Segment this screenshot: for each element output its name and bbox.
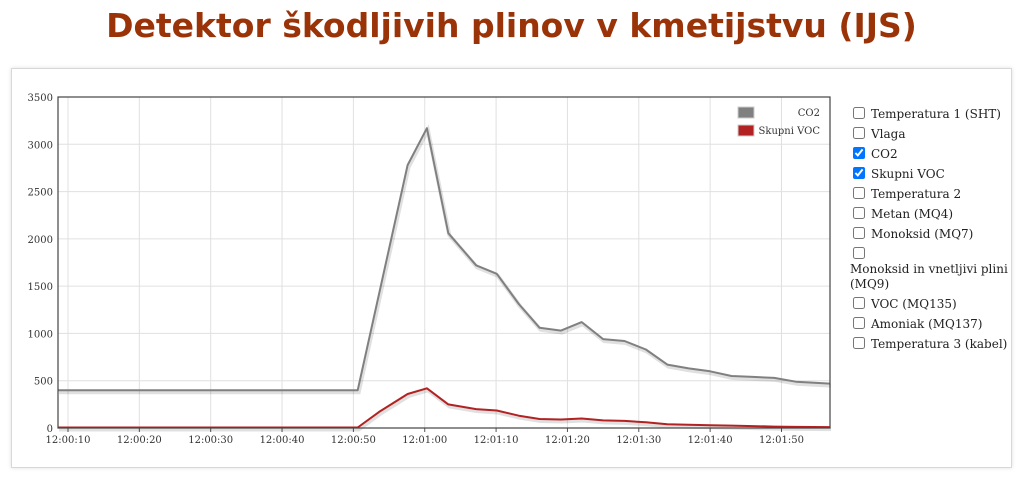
series-option-label: Temperatura 1 (SHT) (871, 107, 1001, 121)
series-option-label: Skupni VOC (871, 167, 945, 181)
x-tick-label: 12:00:20 (117, 435, 162, 446)
series-checkbox[interactable] (853, 167, 865, 179)
series-shadow (59, 124, 832, 395)
series-line-co2 (58, 127, 831, 392)
series-checkbox[interactable] (853, 317, 865, 329)
x-tick-label: 12:01:30 (616, 435, 661, 446)
series-option-monoksid[interactable]: Monoksid (MQ7) (850, 227, 1008, 242)
series-checkbox[interactable] (853, 147, 865, 159)
series-option-label: CO2 (871, 147, 898, 161)
series-shadow (59, 388, 832, 432)
series-option-label: Vlaga (871, 127, 906, 141)
series-option-voc-mq135[interactable]: VOC (MQ135) (850, 297, 1008, 312)
x-tick-label: 12:01:50 (759, 435, 804, 446)
y-tick-label: 1500 (28, 282, 53, 293)
series-checkbox[interactable] (853, 247, 865, 259)
series-option-label: Temperatura 3 (kabel) (871, 337, 1008, 351)
series-option-monoksid-vnetljivi[interactable]: Monoksid in vnetljivi plini (MQ9) (850, 247, 1008, 292)
series-selector: Temperatura 1 (SHT) Vlaga CO2 Skupni VOC… (850, 107, 1008, 357)
series-checkbox[interactable] (853, 207, 865, 219)
series-option-label: Monoksid (MQ7) (871, 227, 974, 241)
series-checkbox[interactable] (853, 227, 865, 239)
series-option-temperatura-2[interactable]: Temperatura 2 (850, 187, 1008, 202)
series-option-vlaga[interactable]: Vlaga (850, 127, 1008, 142)
series-option-co2[interactable]: CO2 (850, 147, 1008, 162)
x-tick-label: 12:01:20 (545, 435, 590, 446)
y-tick-label: 3000 (28, 140, 53, 151)
x-tick-label: 12:01:10 (474, 435, 519, 446)
series-option-label: Temperatura 2 (871, 187, 962, 201)
series-option-label: Metan (MQ4) (871, 207, 954, 221)
x-tick-label: 12:00:40 (260, 435, 305, 446)
series-line-skupni-voc (58, 387, 831, 429)
chart-panel: 0 500 1000 1500 2000 2500 3000 3500 12:00:10 12:0… (11, 68, 1012, 468)
x-tick-label: 12:00:10 (46, 435, 91, 446)
x-tick-label: 12:00:30 (188, 435, 233, 446)
series-option-amoniak[interactable]: Amoniak (MQ137) (850, 317, 1008, 332)
series-checkbox[interactable] (853, 337, 865, 349)
series-option-label: Amoniak (MQ137) (871, 317, 983, 331)
plot-border (57, 96, 831, 429)
series-option-label: VOC (MQ135) (871, 297, 957, 311)
y-tick-label: 3500 (28, 93, 53, 104)
legend-label: CO2 (798, 108, 820, 119)
series-option-metan[interactable]: Metan (MQ4) (850, 207, 1008, 222)
x-tick-label: 12:00:50 (331, 435, 376, 446)
y-tick-label: 1000 (28, 329, 53, 340)
series-checkbox[interactable] (853, 187, 865, 199)
y-tick-label: 2500 (28, 188, 53, 199)
page-title: Detektor škodljivih plinov v kmetijstvu … (106, 6, 917, 45)
series-checkbox[interactable] (853, 107, 865, 119)
line-chart: 0 500 1000 1500 2000 2500 3000 3500 12:00:10 12:0… (28, 93, 832, 446)
series-option-skupni-voc[interactable]: Skupni VOC (850, 167, 1008, 182)
x-tick-label: 12:01:00 (402, 435, 447, 446)
series-option-temperatura-3[interactable]: Temperatura 3 (kabel) (850, 337, 1008, 352)
x-tick-label: 12:01:40 (688, 435, 733, 446)
series-checkbox[interactable] (853, 127, 865, 139)
legend-swatch (737, 124, 755, 137)
series-option-temperatura-1[interactable]: Temperatura 1 (SHT) (850, 107, 1008, 122)
y-tick-label: 500 (34, 377, 53, 388)
legend-label: Skupni VOC (759, 126, 821, 137)
y-tick-label: 2000 (28, 235, 53, 246)
legend-swatch (737, 106, 755, 119)
series-option-label: Monoksid in vnetljivi plini (MQ9) (850, 262, 1008, 291)
y-tick-label: 0 (47, 424, 53, 435)
series-checkbox[interactable] (853, 297, 865, 309)
